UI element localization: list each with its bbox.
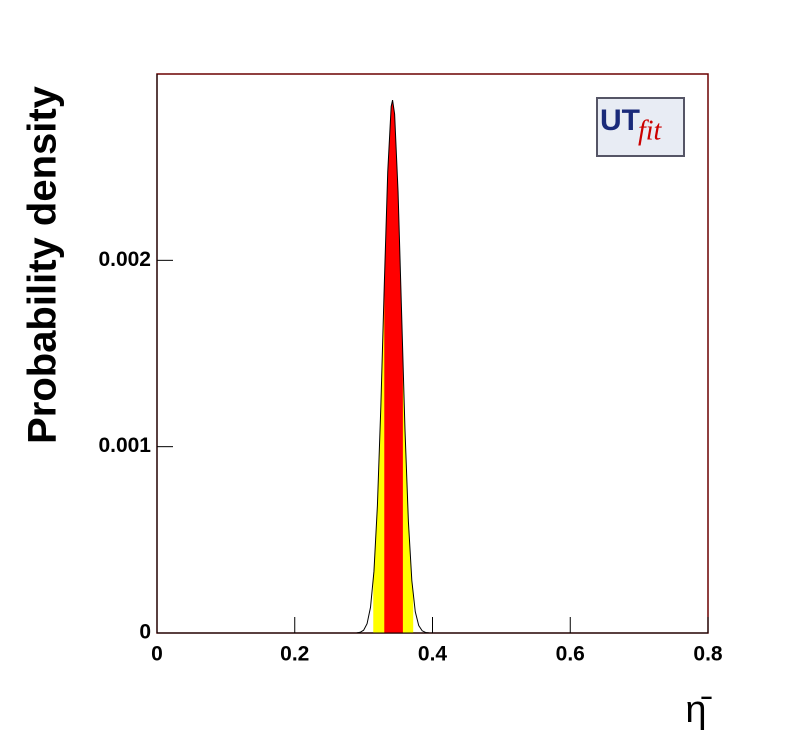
x-tick-label: 0.8	[693, 643, 723, 666]
y-tick-label: 0	[139, 621, 151, 644]
x-tick-label: 0	[151, 643, 163, 666]
density-curve	[356, 99, 430, 634]
x-tick-label: 0.6	[556, 643, 585, 666]
logo-box	[596, 97, 685, 157]
logo-main: UT	[600, 104, 640, 137]
x-axis-label: η̄	[685, 689, 712, 731]
y-axis-label: Probability density	[21, 85, 65, 444]
logo: UT fit	[596, 97, 685, 157]
x-tick-label: 0.2	[280, 643, 309, 666]
logo-sub: fit	[638, 115, 663, 146]
x-tick-label: 0.4	[418, 643, 448, 666]
interval-band	[384, 100, 403, 633]
plot-frame	[156, 73, 709, 634]
y-tick-label: 0.002	[98, 248, 151, 271]
y-tick-label: 0.001	[98, 434, 151, 457]
